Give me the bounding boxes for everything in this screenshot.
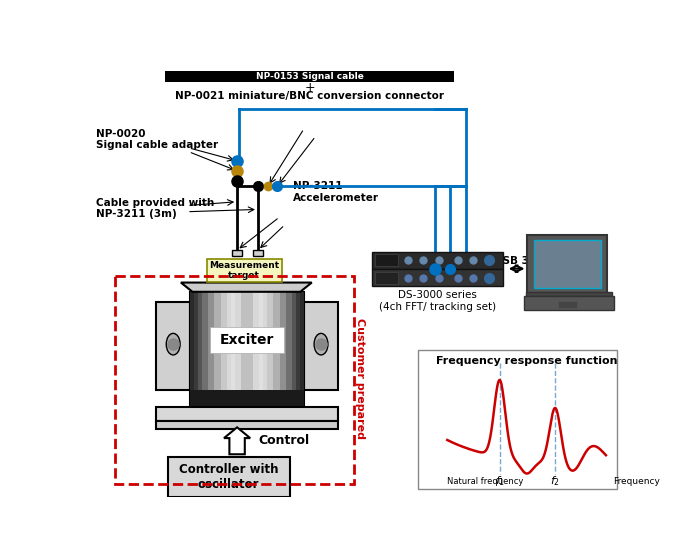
Ellipse shape (314, 333, 328, 355)
FancyBboxPatch shape (232, 250, 242, 256)
Text: NP-0021 miniature/BNC conversion connector: NP-0021 miniature/BNC conversion connect… (175, 91, 444, 101)
FancyBboxPatch shape (253, 250, 262, 256)
Text: +: + (304, 81, 315, 94)
FancyBboxPatch shape (156, 302, 190, 391)
Text: Frequency response function: Frequency response function (436, 356, 618, 366)
Text: Controller with
oscillator: Controller with oscillator (179, 463, 278, 490)
Text: Measurement
target: Measurement target (209, 261, 279, 280)
FancyBboxPatch shape (227, 292, 267, 406)
FancyBboxPatch shape (527, 235, 607, 294)
Polygon shape (224, 427, 250, 454)
Text: $f_1$: $f_1$ (495, 474, 505, 488)
FancyBboxPatch shape (526, 292, 612, 296)
Text: Control: Control (258, 434, 309, 447)
FancyBboxPatch shape (418, 350, 617, 489)
FancyBboxPatch shape (156, 407, 338, 421)
FancyBboxPatch shape (156, 421, 338, 429)
Text: NP-0020
Signal cable adapter: NP-0020 Signal cable adapter (96, 128, 219, 150)
FancyBboxPatch shape (372, 252, 502, 269)
Text: NP-0153 Signal cable: NP-0153 Signal cable (255, 71, 364, 81)
FancyBboxPatch shape (208, 292, 287, 406)
FancyBboxPatch shape (241, 292, 253, 406)
FancyBboxPatch shape (194, 292, 301, 406)
Text: NP-3211
Accelerometer: NP-3211 Accelerometer (293, 181, 378, 203)
FancyBboxPatch shape (165, 71, 455, 81)
FancyBboxPatch shape (231, 292, 263, 406)
FancyBboxPatch shape (558, 301, 577, 308)
Text: Exciter: Exciter (220, 333, 274, 347)
FancyBboxPatch shape (523, 296, 614, 310)
FancyBboxPatch shape (168, 456, 290, 497)
FancyBboxPatch shape (214, 292, 280, 406)
FancyBboxPatch shape (210, 327, 284, 353)
FancyBboxPatch shape (190, 292, 304, 407)
FancyBboxPatch shape (207, 259, 282, 282)
Ellipse shape (167, 333, 180, 355)
FancyBboxPatch shape (190, 391, 304, 407)
Text: DS-3000 series
(4ch FFT/ tracking set): DS-3000 series (4ch FFT/ tracking set) (379, 290, 496, 312)
FancyBboxPatch shape (372, 270, 502, 286)
Text: Customer prepared: Customer prepared (355, 318, 364, 439)
FancyBboxPatch shape (375, 272, 398, 284)
Text: $f_2$: $f_2$ (550, 474, 560, 488)
Polygon shape (181, 282, 312, 292)
Text: Frequency: Frequency (613, 477, 661, 485)
FancyBboxPatch shape (203, 292, 291, 406)
Text: Cable provided with
NP-3211 (3m): Cable provided with NP-3211 (3m) (96, 198, 214, 219)
Text: USB 3.0: USB 3.0 (493, 256, 540, 266)
FancyBboxPatch shape (235, 292, 260, 406)
FancyBboxPatch shape (534, 240, 601, 288)
FancyBboxPatch shape (190, 292, 304, 406)
FancyBboxPatch shape (304, 302, 338, 391)
FancyBboxPatch shape (221, 292, 273, 406)
FancyBboxPatch shape (198, 292, 296, 406)
FancyBboxPatch shape (375, 254, 398, 266)
Text: Natural frequency: Natural frequency (448, 477, 524, 485)
